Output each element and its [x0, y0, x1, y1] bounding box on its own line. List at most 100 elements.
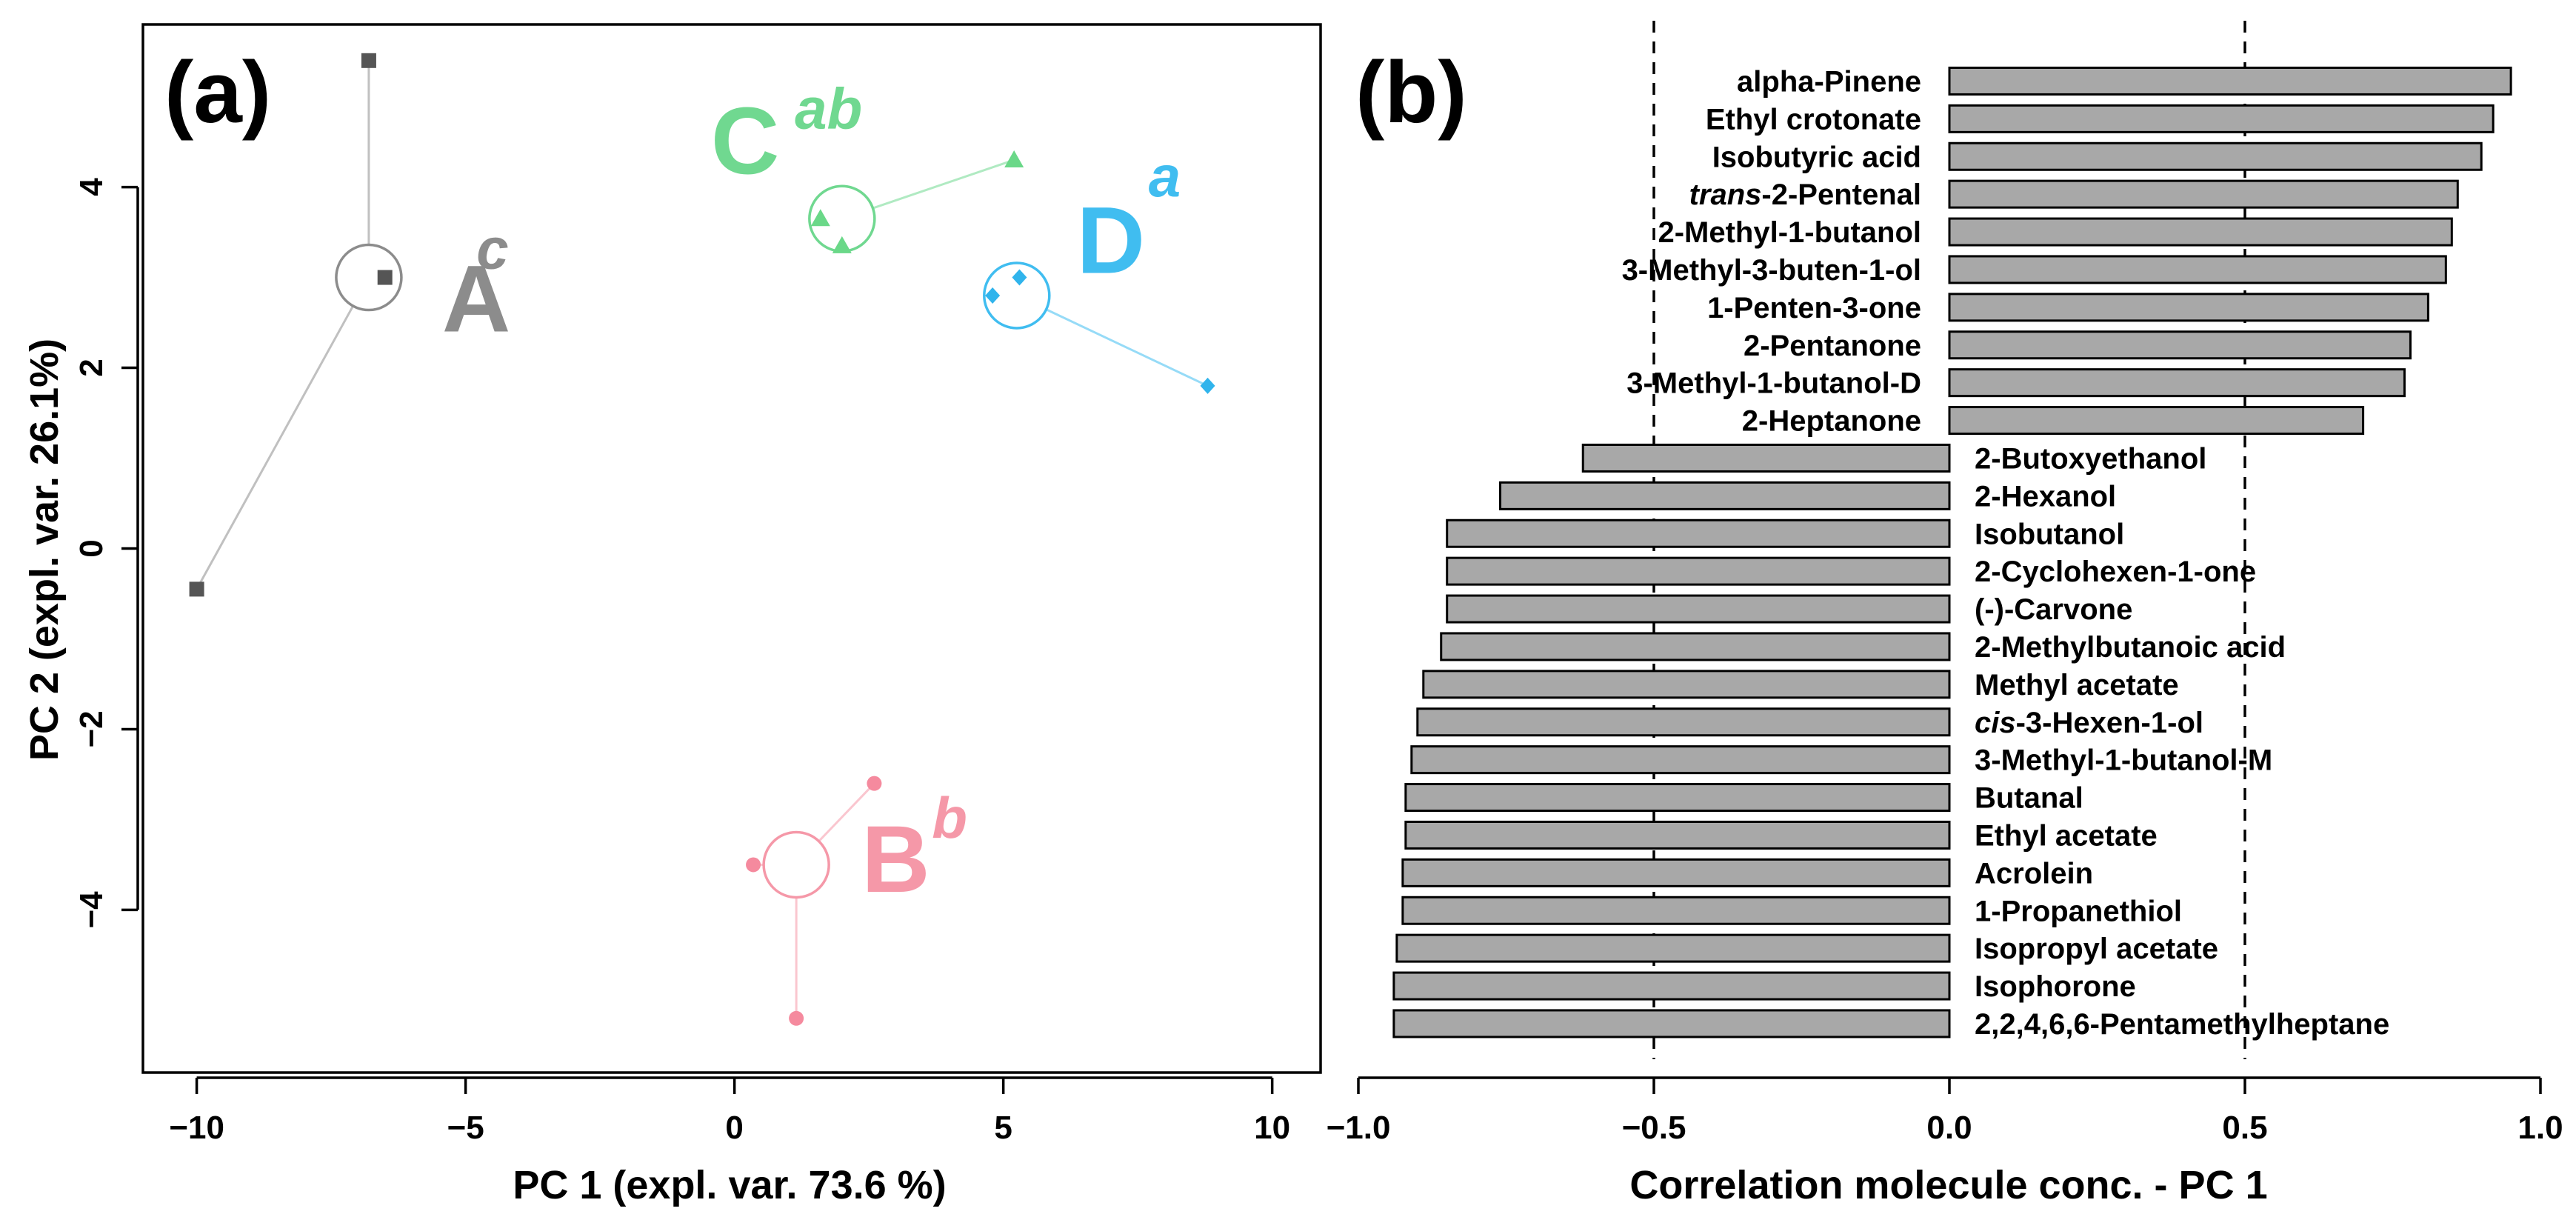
molecule-label: Isophorone: [1975, 970, 2136, 1003]
pca-x-tick-label: −5: [447, 1110, 484, 1146]
point-C: [832, 236, 852, 253]
group-label-D: D: [1077, 187, 1145, 293]
bar: [1948, 330, 2412, 360]
molecule-label: 3-Methyl-1-butanol-M: [1975, 744, 2272, 777]
molecule-label: Acrolein: [1975, 857, 2093, 890]
bar: [1416, 707, 1951, 737]
correlation-x-tick-label: 0.0: [1926, 1110, 1972, 1146]
spoke-A: [196, 305, 354, 590]
centroid-B: [762, 830, 830, 899]
pca-y-tick-label: −2: [73, 710, 110, 747]
bar: [1948, 255, 2447, 284]
group-label-A: A: [442, 247, 510, 353]
molecule-label: 1-Penten-3-one: [1707, 292, 1921, 324]
point-B: [789, 1010, 804, 1026]
pca-x-axis-title: PC 1 (expl. var. 73.6 %): [513, 1163, 946, 1207]
molecule-label: trans-2-Pentenal: [1689, 179, 1921, 211]
point-B: [867, 776, 882, 791]
molecule-label: cis-3-Hexen-1-ol: [1975, 707, 2203, 739]
pca-x-tick-label: −10: [169, 1110, 224, 1146]
bar: [1401, 858, 1951, 887]
bar: [1948, 104, 2495, 133]
bar: [1948, 179, 2459, 209]
molecule-label: 1-Propanethiol: [1975, 895, 2182, 927]
centroid-A: [335, 243, 403, 312]
molecule-label: 2-Pentanone: [1744, 330, 1921, 362]
spoke-C: [872, 159, 1015, 210]
bar: [1446, 594, 1951, 624]
molecule-label: 2-Hexanol: [1975, 480, 2116, 513]
point-D: [1012, 269, 1027, 286]
molecule-label: 2-Butoxyethanol: [1975, 442, 2206, 475]
bar: [1392, 1009, 1951, 1038]
group-superscript-C: ab: [795, 76, 862, 141]
spoke-B: [818, 782, 875, 842]
point-D: [1200, 377, 1215, 394]
molecule-label: alpha-Pinene: [1737, 65, 1921, 98]
molecule-label: Methyl acetate: [1975, 669, 2179, 701]
molecule-label: 2,2,4,6,6-Pentamethylheptane: [1975, 1008, 2389, 1041]
pca-y-tick-label: 4: [73, 178, 110, 196]
bar: [1581, 443, 1951, 473]
molecule-label: Ethyl acetate: [1975, 819, 2158, 852]
pca-x-tick-label: 10: [1254, 1110, 1290, 1146]
molecule-label: 2-Methyl-1-butanol: [1658, 216, 1921, 249]
molecule-label: Isobutyric acid: [1712, 141, 1921, 173]
point-A: [361, 53, 376, 68]
correlation-x-tick-label: 0.5: [2222, 1110, 2267, 1146]
correlation-x-axis: −1.0 −0.5 0.0 0.5 1.0: [1327, 1076, 2563, 1146]
pca-y-tick-label: 2: [73, 359, 110, 376]
point-C: [810, 209, 830, 227]
correlation-x-tick-label: −0.5: [1622, 1110, 1686, 1146]
molecule-label: Isobutanol: [1975, 518, 2124, 550]
bar: [1392, 971, 1951, 1001]
pca-y-axis: −4 −2 0 2 4: [73, 178, 139, 929]
group-label-C: C: [711, 88, 779, 194]
bar: [1948, 368, 2406, 398]
bar: [1410, 745, 1951, 775]
molecule-label: Butanal: [1975, 782, 2083, 815]
pca-x-tick-label: 5: [994, 1110, 1012, 1146]
bar: [1440, 632, 1951, 661]
bar: [1446, 556, 1951, 586]
bar: [1948, 406, 2365, 436]
pca-points: [189, 53, 1215, 1026]
pca-group-labels: Ac B b C ab Da: [442, 76, 1181, 913]
molecule-label: 3-Methyl-3-buten-1-ol: [1622, 254, 1921, 287]
group-superscript-B: b: [932, 785, 967, 850]
bar: [1948, 141, 2483, 171]
correlation-bars: [1392, 66, 2512, 1038]
pca-x-tick-label: 0: [725, 1110, 743, 1146]
point-A: [377, 270, 393, 285]
bar: [1499, 481, 1951, 510]
molecule-label: (-)-Carvone: [1975, 593, 2132, 626]
panel-a-label: (a): [164, 44, 271, 141]
pca-plot-frame: [141, 23, 1322, 1074]
group-superscript-A: c: [476, 216, 508, 281]
pca-y-tick-label: −4: [73, 891, 110, 929]
correlation-x-axis-title: Correlation molecule conc. - PC 1: [1629, 1163, 2267, 1207]
point-A: [189, 581, 204, 597]
molecule-label: 2-Cyclohexen-1-one: [1975, 556, 2256, 588]
bar: [1948, 293, 2429, 322]
bar: [1404, 820, 1951, 850]
centroid-D: [983, 261, 1051, 330]
bar: [1948, 66, 2512, 96]
bar: [1446, 519, 1951, 548]
group-label-B: B: [861, 807, 930, 913]
pca-scatter-panel: (a) −10 −5 0 5 10 −4 −2 0 2 4 Ac B b C ab Da PC 1 (ex…: [22, 23, 1322, 1207]
molecule-labels: alpha-Pinene Ethyl crotonate Isobutyric ac…: [1622, 65, 2390, 1041]
point-D: [985, 287, 1001, 304]
molecule-label: 2-Methylbutanoic acid: [1975, 631, 2286, 664]
correlation-x-tick-label: 1.0: [2517, 1110, 2563, 1146]
bar: [1948, 217, 2453, 247]
pca-x-axis: −10 −5 0 5 10: [169, 1076, 1290, 1146]
panel-b-label: (b): [1355, 44, 1467, 141]
spoke-D: [1045, 308, 1209, 387]
molecule-label: Ethyl crotonate: [1706, 103, 1921, 136]
pca-spokes: [196, 60, 1209, 1018]
molecule-label: 3-Methyl-1-butanol-D: [1626, 367, 1921, 400]
pca-y-tick-label: 0: [73, 539, 110, 557]
correlation-bar-panel: (b) alpha-Pinene Ethyl crotonate Isobutyri…: [1327, 21, 2563, 1207]
